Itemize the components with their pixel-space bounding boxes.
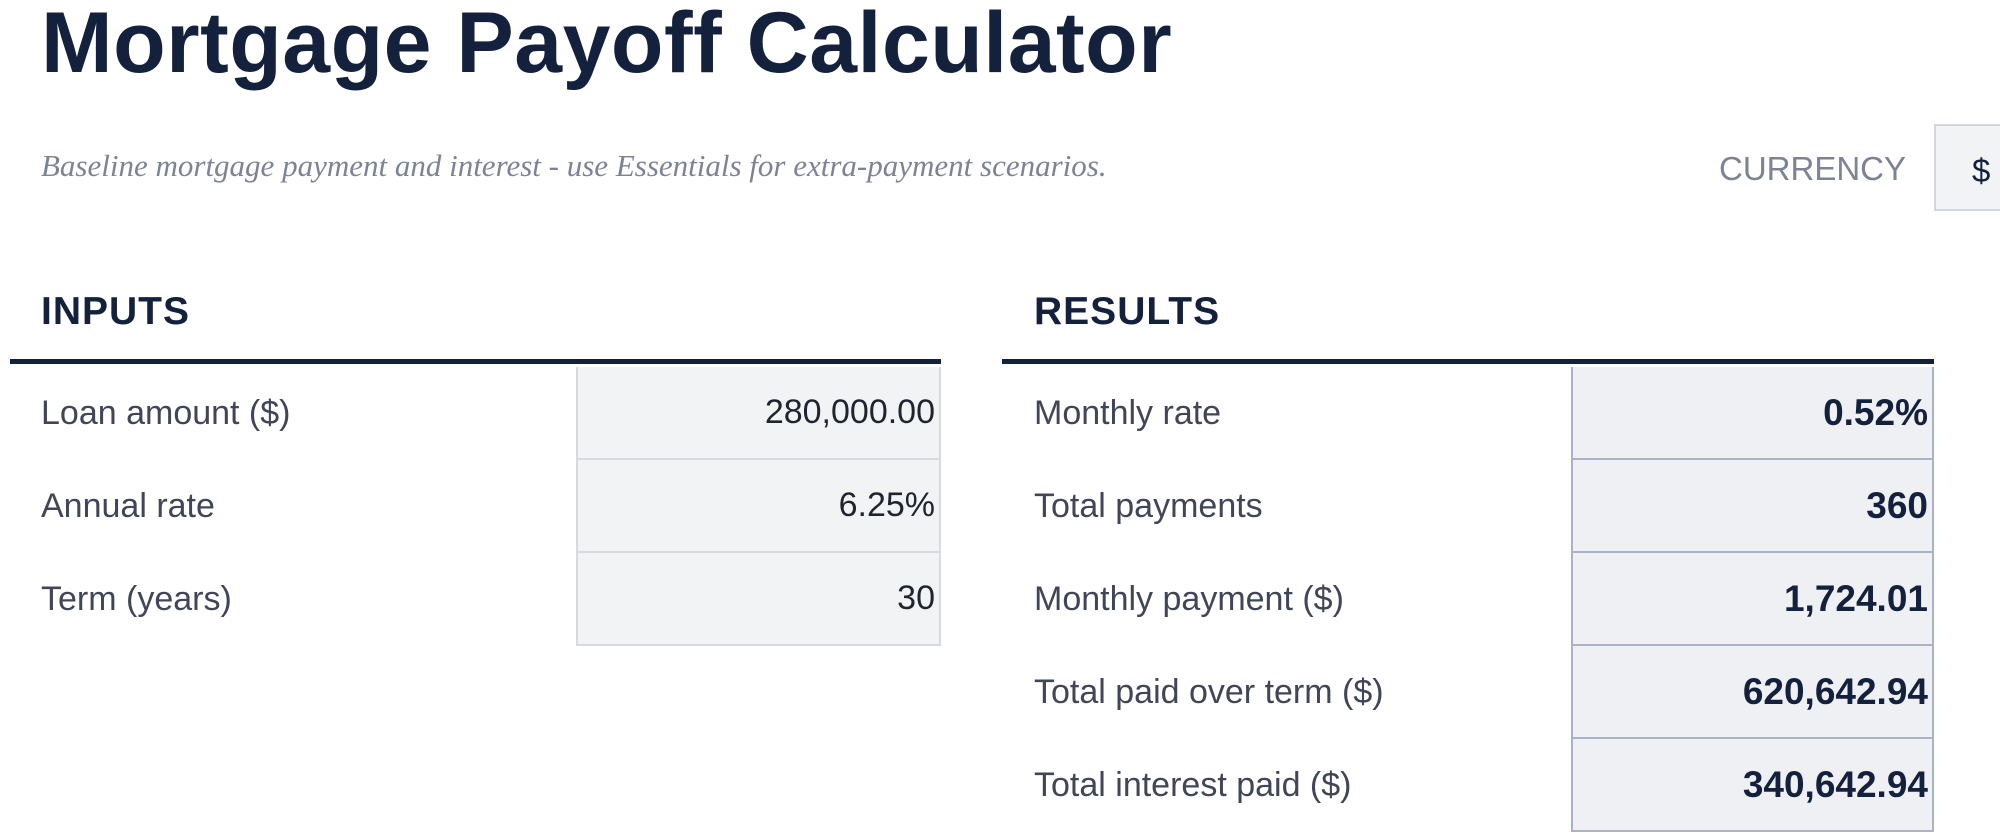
row-label: Monthly payment ($) — [1034, 580, 1344, 618]
title: Mortgage Payoff Calculator — [41, 0, 1173, 91]
row-label: Total paid over term ($) — [1034, 673, 1384, 711]
currency-input[interactable]: $ — [1934, 124, 2000, 211]
result-cell: 620,642.94 — [1571, 646, 1934, 739]
row-label: Loan amount ($) — [41, 394, 291, 432]
row-label: Annual rate — [41, 487, 215, 525]
result-cell: 360 — [1571, 460, 1934, 553]
results-table: Monthly rate 0.52% Total payments 360 Monthl… — [1002, 359, 1934, 832]
inputs-table: Loan amount ($) 280,000.00 Annual rate 6.25… — [10, 359, 941, 646]
row-label: Monthly rate — [1034, 394, 1222, 432]
subtitle: Baseline mortgage payment and interest -… — [41, 148, 1107, 183]
row-label: Total payments — [1034, 487, 1263, 525]
row-label: Term (years) — [41, 580, 232, 618]
currency-label: CURRENCY — [1719, 150, 1907, 187]
input-cell[interactable]: 30 — [576, 553, 941, 646]
input-cell[interactable]: 6.25% — [576, 460, 941, 553]
input-cell[interactable]: 280,000.00 — [576, 367, 941, 460]
section-title: RESULTS — [1034, 290, 1221, 333]
row-label: Total interest paid ($) — [1034, 766, 1352, 804]
result-cell: 1,724.01 — [1571, 553, 1934, 646]
section-title: INPUTS — [41, 290, 191, 333]
result-cell: 340,642.94 — [1571, 739, 1934, 832]
result-cell: 0.52% — [1571, 367, 1934, 460]
